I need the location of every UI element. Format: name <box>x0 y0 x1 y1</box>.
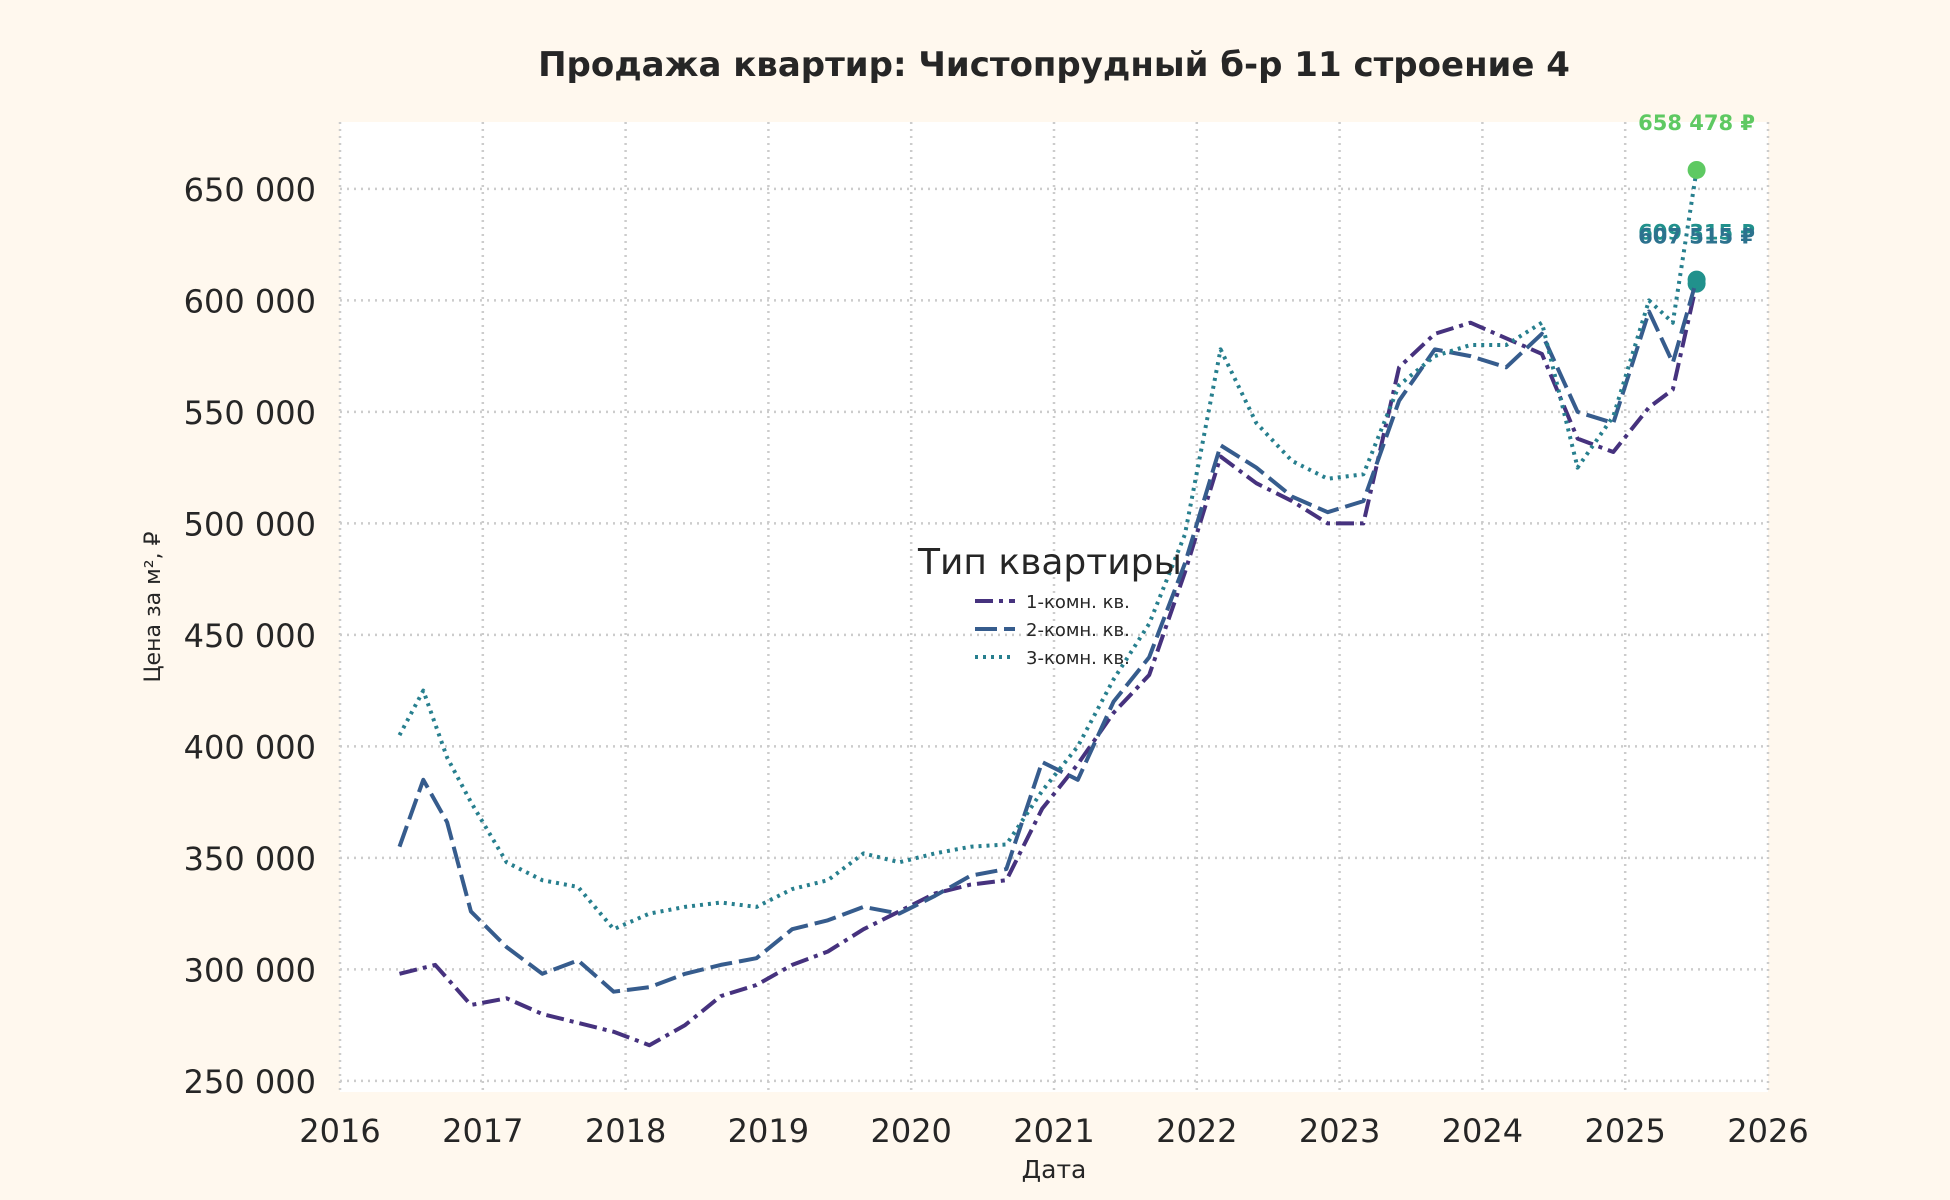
grid-lines <box>338 122 1770 1092</box>
y-tick-label: 450 000 <box>184 617 316 655</box>
y-tick-label: 400 000 <box>184 728 316 766</box>
y-tick-label: 650 000 <box>184 171 316 209</box>
y-tick-label: 300 000 <box>184 951 316 989</box>
y-tick-label: 250 000 <box>184 1063 316 1101</box>
y-tick-label: 600 000 <box>184 282 316 320</box>
value-annotation: 609 315 ₽ <box>1638 221 1755 245</box>
x-tick-label: 2025 <box>1584 1112 1665 1150</box>
x-axis-label: Дата <box>1022 1155 1087 1184</box>
series-end-point-2 <box>1687 270 1706 289</box>
value-annotation: 607 515 ₽ <box>1638 225 1755 249</box>
legend-entry: 3-комн. кв. <box>1026 648 1130 669</box>
legend-title: Тип квартиры <box>917 542 1182 583</box>
x-tick-label: 2024 <box>1442 1112 1523 1150</box>
x-tick-label: 2019 <box>728 1112 809 1150</box>
y-tick-label: 550 000 <box>184 394 316 432</box>
x-tick-label: 2023 <box>1299 1112 1380 1150</box>
y-tick-labels: 250 000 300 000 350 000 400 000 450 000 500 0… <box>184 171 316 1101</box>
x-tick-label: 2016 <box>299 1112 380 1150</box>
value-annotation: 658 478 ₽ <box>1638 111 1755 135</box>
series-line-1 <box>399 283 1699 1048</box>
legend: Тип квартиры 1-комн. кв. 2-комн. кв. 3-ком… <box>917 542 1182 669</box>
x-tick-label: 2020 <box>870 1112 951 1150</box>
x-tick-label: 2021 <box>1013 1112 1094 1150</box>
chart-title: Продажа квартир: Чистопрудный б-р 11 стр… <box>538 45 1570 85</box>
series-line-3 <box>397 169 1699 932</box>
x-tick-label: 2022 <box>1156 1112 1237 1150</box>
series-layer <box>397 160 1706 1048</box>
x-tick-label: 2026 <box>1727 1112 1808 1150</box>
legend-entry: 2-комн. кв. <box>1026 620 1130 641</box>
series-end-point-3 <box>1687 160 1706 179</box>
x-tick-label: 2017 <box>442 1112 523 1150</box>
y-axis-label: Цена за м², ₽ <box>141 531 166 682</box>
legend-entry: 1-комн. кв. <box>1026 592 1130 613</box>
y-tick-label: 350 000 <box>184 840 316 878</box>
annotations-layer: 658 478 ₽ 609 315 ₽607 515 ₽ <box>1638 111 1755 249</box>
x-tick-labels: 2016 2017 2018 2019 2020 2021 2022 2023 2024 2025… <box>299 1112 1808 1150</box>
x-tick-label: 2018 <box>585 1112 666 1150</box>
series-line-2 <box>397 279 1699 994</box>
y-tick-label: 500 000 <box>184 505 316 543</box>
